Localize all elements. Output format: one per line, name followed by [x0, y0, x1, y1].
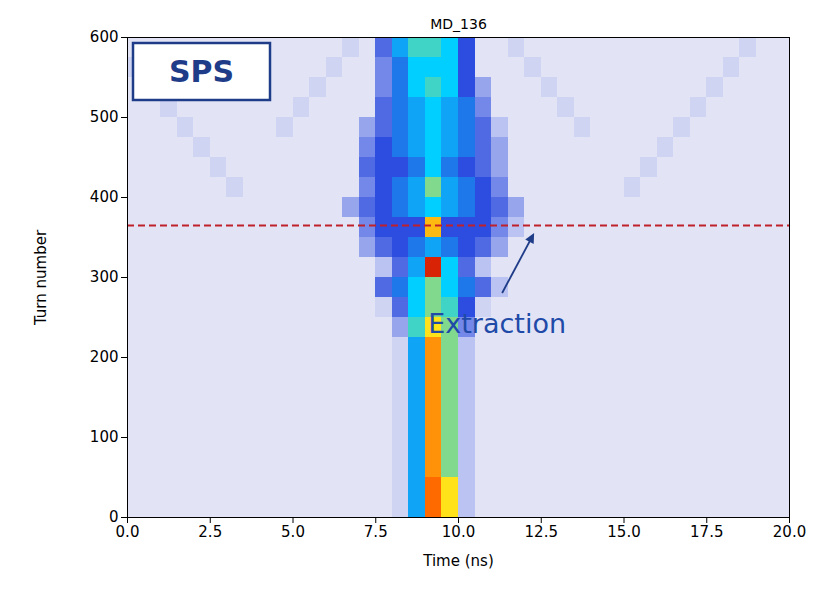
svg-text:0: 0: [109, 508, 119, 527]
svg-text:400: 400: [90, 188, 119, 206]
svg-text:0.0: 0.0: [116, 523, 140, 541]
svg-text:100: 100: [90, 428, 119, 446]
svg-text:200: 200: [90, 348, 119, 366]
svg-text:10.0: 10.0: [442, 523, 475, 541]
svg-text:MD_136: MD_136: [430, 16, 487, 32]
svg-text:15.0: 15.0: [607, 523, 640, 541]
svg-text:Turn number: Turn number: [32, 229, 50, 326]
svg-text:300: 300: [90, 268, 119, 286]
svg-text:20.0: 20.0: [773, 523, 806, 541]
svg-text:SPS: SPS: [169, 54, 234, 89]
svg-text:17.5: 17.5: [690, 523, 723, 541]
svg-text:12.5: 12.5: [525, 523, 558, 541]
svg-text:7.5: 7.5: [364, 523, 388, 541]
svg-text:500: 500: [90, 108, 119, 126]
svg-text:Time (ns): Time (ns): [422, 552, 494, 570]
svg-text:5.0: 5.0: [281, 523, 305, 541]
svg-text:600: 600: [90, 28, 119, 46]
svg-text:2.5: 2.5: [198, 523, 222, 541]
svg-text:Extraction: Extraction: [428, 308, 566, 339]
